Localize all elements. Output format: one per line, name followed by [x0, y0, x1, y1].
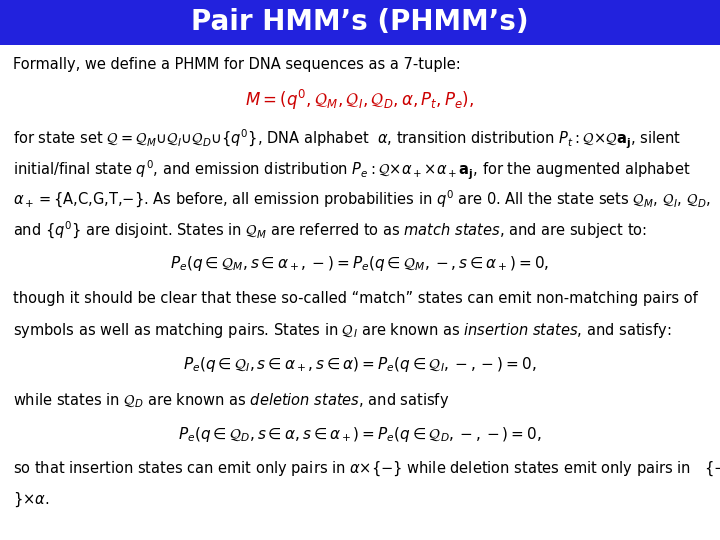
Text: $P_e(q{\in}\mathcal{Q}_I,s{\in}\alpha_+,s{\in}\alpha) = P_e(q{\in}\mathcal{Q}_I,: $P_e(q{\in}\mathcal{Q}_I,s{\in}\alpha_+,…	[184, 355, 536, 374]
Text: $\alpha_+{=}\{$A,C,G,T,$-\}$. As before, all emission probabilities in $q^0$ are: $\alpha_+{=}\{$A,C,G,T,$-\}$. As before,…	[13, 189, 711, 210]
Text: $P_e(q{\in}\mathcal{Q}_M,s{\in}\alpha_+,-) = P_e(q{\in}\mathcal{Q}_M,-,s{\in}\al: $P_e(q{\in}\mathcal{Q}_M,s{\in}\alpha_+,…	[171, 254, 549, 273]
Text: for state set $\mathcal{Q}{=}\mathcal{Q}_M{\cup}\mathcal{Q}_I{\cup}\mathcal{Q}_D: for state set $\mathcal{Q}{=}\mathcal{Q}…	[13, 127, 681, 151]
Text: Formally, we define a PHMM for DNA sequences as a 7-tuple:: Formally, we define a PHMM for DNA seque…	[13, 57, 461, 72]
Text: though it should be clear that these so-called “match” states can emit non-match: though it should be clear that these so-…	[13, 291, 698, 306]
Text: so that insertion states can emit only pairs in $\alpha{\times}\{-\}$ while dele: so that insertion states can emit only p…	[13, 460, 720, 478]
Text: symbols as well as matching pairs. States in $\mathcal{Q}_I$ are known as $\math: symbols as well as matching pairs. State…	[13, 321, 672, 340]
Bar	[0, 0, 720, 45]
Text: $\}{\times}\alpha$.: $\}{\times}\alpha$.	[13, 491, 49, 509]
Text: and $\{q^0\}$ are disjoint. States in $\mathcal{Q}_M$ are referred to as $\mathi: and $\{q^0\}$ are disjoint. States in $\…	[13, 220, 647, 241]
Text: $M{=}(q^0,\mathcal{Q}_M,\mathcal{Q}_I,\mathcal{Q}_D,\alpha,P_t,P_e),$: $M{=}(q^0,\mathcal{Q}_M,\mathcal{Q}_I,\m…	[246, 87, 474, 112]
Text: while states in $\mathcal{Q}_D$ are known as $\mathit{deletion\ states}$, and sa: while states in $\mathcal{Q}_D$ are know…	[13, 390, 449, 410]
Text: Pair HMM’s (PHMM’s): Pair HMM’s (PHMM’s)	[192, 9, 528, 36]
Text: initial/final state $q^0$, and emission distribution $P_e{:}\mathcal{Q}{\times}\: initial/final state $q^0$, and emission …	[13, 158, 690, 181]
Text: $P_e(q{\in}\mathcal{Q}_D,s{\in}\alpha,s{\in}\alpha_+) = P_e(q{\in}\mathcal{Q}_D,: $P_e(q{\in}\mathcal{Q}_D,s{\in}\alpha,s{…	[178, 424, 542, 443]
